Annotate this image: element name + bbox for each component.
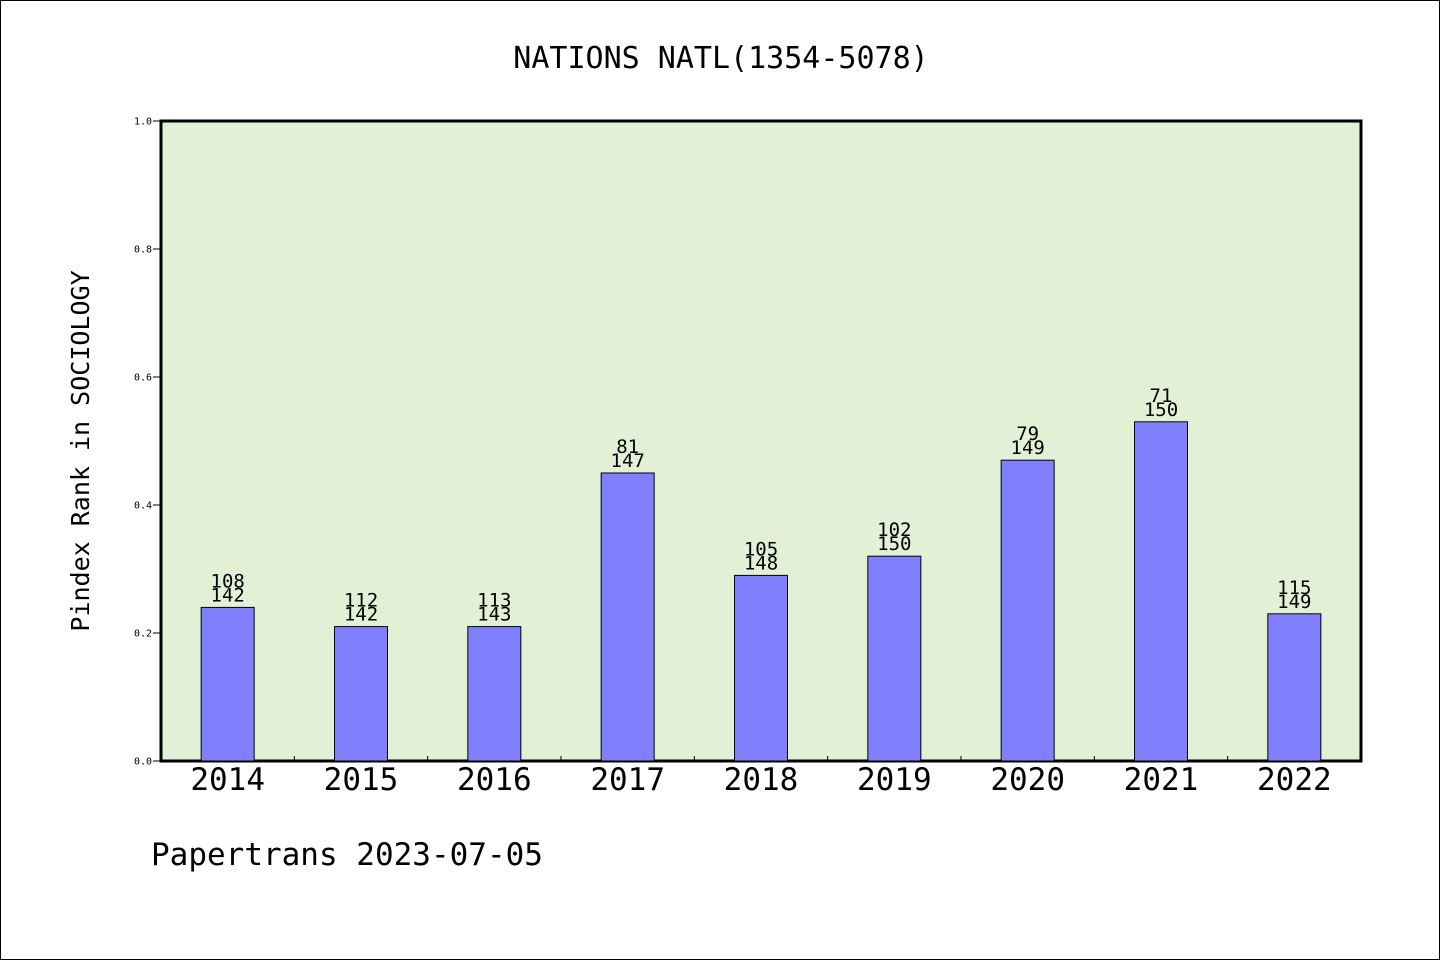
y-tick-label: 0.2 bbox=[134, 629, 152, 640]
y-axis-label: Pindex Rank in SOCIOLOGY bbox=[66, 270, 95, 631]
bar-total-label: 149 bbox=[1011, 437, 1045, 459]
x-tick-label: 2017 bbox=[590, 762, 665, 798]
x-tick-label: 2016 bbox=[457, 762, 532, 798]
x-tick-label: 2014 bbox=[190, 762, 265, 798]
x-tick-label: 2022 bbox=[1257, 762, 1332, 798]
bar-2014 bbox=[200, 606, 255, 762]
x-tick-label: 2015 bbox=[324, 762, 399, 798]
bar-2017 bbox=[600, 472, 655, 762]
bar-2019 bbox=[867, 555, 922, 762]
bar-2015 bbox=[334, 626, 388, 762]
bar-total-label: 147 bbox=[611, 450, 645, 472]
bar-2022 bbox=[1267, 613, 1322, 762]
bar-rank-label: 115 bbox=[1277, 577, 1311, 599]
bar-rank-label: 105 bbox=[744, 538, 778, 560]
y-tick-label: 0.0 bbox=[134, 757, 152, 768]
bar-rank-label: 108 bbox=[211, 570, 245, 592]
x-tick-label: 2018 bbox=[724, 762, 799, 798]
x-axis-ticks: 2014 2015 2016 2017 2018 2019 2020 2021 2022 bbox=[190, 756, 1332, 798]
bar-total-label: 150 bbox=[877, 533, 911, 555]
bar-rank-label: 81 bbox=[616, 436, 639, 458]
bar-total-label: 143 bbox=[477, 604, 511, 626]
bar-total-label: 148 bbox=[744, 552, 778, 574]
chart-title: NATIONS NATL(1354-5078) bbox=[513, 41, 928, 76]
y-tick-label: 0.6 bbox=[134, 373, 152, 384]
bar-total-label: 142 bbox=[211, 584, 245, 606]
y-tick-label: 0.4 bbox=[134, 501, 152, 512]
bar-rank-label: 102 bbox=[877, 519, 911, 541]
y-axis-ticks: 0.0 0.2 0.4 0.6 0.8 1.0 bbox=[134, 117, 161, 768]
bar-rank-label: 113 bbox=[477, 590, 511, 612]
bar-rank-label: 79 bbox=[1016, 423, 1039, 445]
x-tick-label: 2021 bbox=[1124, 762, 1199, 798]
bar-2016 bbox=[467, 626, 522, 762]
bar-total-label: 149 bbox=[1277, 591, 1311, 613]
footer-credit: Papertrans 2023-07-05 bbox=[151, 837, 543, 873]
y-tick-label: 0.8 bbox=[134, 245, 152, 256]
bar-rank-label: 112 bbox=[344, 590, 378, 612]
bar-total-label: 150 bbox=[1144, 399, 1178, 421]
bar-2018 bbox=[734, 574, 788, 762]
bar-rank-label: 71 bbox=[1150, 385, 1173, 407]
y-tick-label: 1.0 bbox=[134, 117, 152, 128]
bar-total-label: 142 bbox=[344, 604, 378, 626]
bar-2021 bbox=[1134, 421, 1188, 762]
x-tick-label: 2019 bbox=[857, 762, 932, 798]
bar-2020 bbox=[1000, 459, 1055, 762]
x-tick-label: 2020 bbox=[990, 762, 1065, 798]
